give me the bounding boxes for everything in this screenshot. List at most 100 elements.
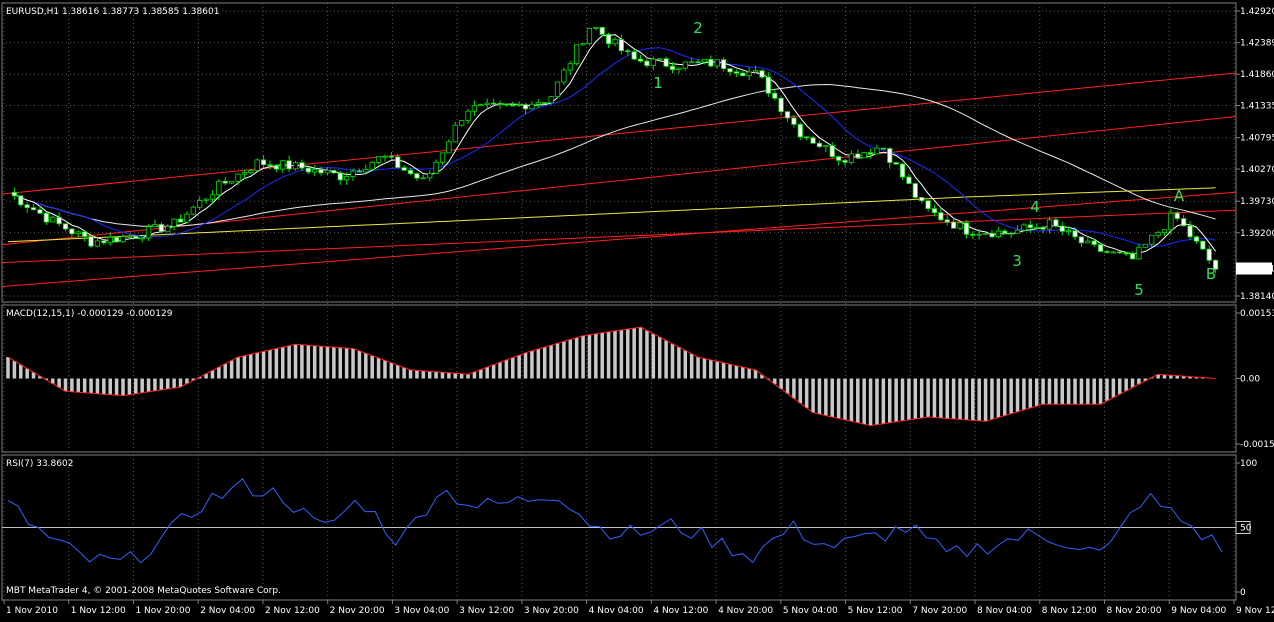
candle-body [69, 228, 75, 235]
candle-body [919, 197, 925, 202]
candle-body [1200, 240, 1206, 250]
candle-body [982, 232, 989, 235]
candle-body [899, 163, 906, 178]
candle-body [145, 226, 152, 239]
time-tick-label: 4 Nov 20:00 [718, 606, 773, 616]
candle-body [912, 183, 918, 198]
candle-body [446, 141, 452, 154]
candle-body [1129, 253, 1136, 260]
candle-body [867, 152, 874, 155]
candle-body [427, 172, 433, 179]
candle-body [784, 111, 791, 119]
candle-body [880, 147, 886, 150]
candle-body [401, 167, 407, 171]
candle-body [209, 194, 216, 200]
candle-body [995, 230, 1002, 238]
channel-line [1, 72, 1237, 195]
candle-body [241, 172, 248, 175]
candle-body [273, 165, 279, 170]
time-tick-label: 1 Nov 2010 [6, 606, 58, 616]
candle-body [631, 51, 637, 60]
price-tick-label: 1.42389 [1240, 39, 1274, 49]
candle-body [663, 58, 669, 67]
candle-body [126, 236, 133, 238]
candle-body [478, 104, 484, 107]
candle-body [887, 148, 893, 163]
candle-body [816, 142, 823, 148]
rsi-tick-label: 0 [1240, 588, 1246, 598]
candle-body [299, 162, 305, 169]
candle-body [957, 222, 963, 229]
candle-body [82, 231, 88, 237]
candle-body [542, 102, 548, 104]
candle-body [490, 102, 497, 105]
candle-body [139, 237, 145, 240]
candle-body [1212, 259, 1219, 270]
candle-body [171, 218, 177, 227]
candle-body [1046, 219, 1053, 230]
candle-body [708, 58, 714, 67]
ma-slow [39, 83, 1216, 227]
candle-body [829, 145, 835, 158]
candle-body [497, 103, 503, 105]
rsi-tick-label: 100 [1240, 459, 1257, 469]
candle-body [388, 155, 395, 158]
candle-body [938, 212, 944, 221]
candle-body [50, 216, 56, 223]
time-tick-label: 9 Nov 04:00 [1171, 606, 1226, 616]
candle-body [848, 153, 855, 163]
candle-body [561, 69, 567, 83]
time-tick-label: 3 Nov 04:00 [394, 606, 449, 616]
candle-body [363, 168, 369, 173]
candle-body [344, 176, 350, 181]
ma-fast [14, 34, 1217, 255]
macd-tick-label: 0.00153 [1240, 309, 1274, 319]
candle-body [120, 236, 126, 243]
candle-body [976, 233, 982, 236]
time-tick-label: 1 Nov 12:00 [71, 606, 126, 616]
candle-body [165, 226, 171, 233]
candle-body [350, 170, 356, 177]
candle-body [625, 50, 631, 53]
candle-body [1091, 240, 1097, 245]
candle-body [1072, 230, 1078, 238]
ma-yellow [7, 187, 1216, 243]
candle-body [407, 169, 414, 175]
candle-body [1066, 230, 1072, 233]
candle-body [951, 221, 957, 229]
candle-body [1059, 225, 1065, 232]
grid-lines [2, 3, 1236, 600]
candle-body [414, 173, 420, 179]
candle-body [765, 76, 771, 94]
candle-body [1174, 212, 1180, 219]
candle-body [1053, 219, 1059, 227]
candle-body [1002, 230, 1008, 234]
candle-body [133, 236, 139, 239]
candle-body [197, 200, 203, 208]
candle-body [158, 224, 164, 233]
candle-body [248, 170, 254, 173]
candle-body [465, 110, 471, 121]
candle-body [216, 180, 222, 196]
candle-body [503, 103, 510, 106]
wave-label-A: A [1174, 187, 1185, 205]
time-tick-label: 9 Nov 12:00 [1236, 606, 1274, 616]
macd-tick-label: 0.00 [1240, 375, 1260, 385]
candle-body [356, 170, 363, 173]
candle-body [1085, 240, 1091, 244]
candle-body [1008, 232, 1014, 235]
candle-body [222, 180, 228, 184]
candle-body [1142, 243, 1148, 248]
candle-body [1161, 229, 1168, 233]
candle-body [1104, 251, 1110, 253]
candle-body [599, 26, 605, 35]
price-tick-label: 1.40795 [1240, 134, 1274, 144]
candle-body [177, 218, 184, 223]
candle-body [471, 105, 478, 112]
candle-body [203, 198, 209, 201]
candle-body [893, 162, 899, 165]
candle-body [516, 104, 522, 106]
candle-body [1110, 251, 1117, 254]
candle-body [43, 212, 49, 223]
